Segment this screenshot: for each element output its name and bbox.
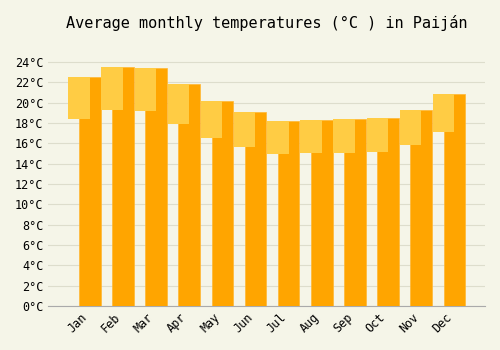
Bar xyxy=(212,101,233,306)
Bar xyxy=(366,118,388,152)
Bar xyxy=(168,84,189,124)
Bar xyxy=(311,120,332,306)
Bar xyxy=(267,121,288,154)
Bar xyxy=(410,110,432,306)
Bar xyxy=(344,119,366,306)
Bar xyxy=(433,94,454,132)
Bar xyxy=(134,68,156,111)
Bar xyxy=(400,110,421,145)
Bar xyxy=(244,112,266,306)
Bar xyxy=(378,118,399,306)
Bar xyxy=(234,112,256,147)
Bar xyxy=(201,101,222,138)
Bar xyxy=(334,119,355,153)
Bar xyxy=(79,77,100,306)
Title: Average monthly temperatures (°C ) in Paiján: Average monthly temperatures (°C ) in Pa… xyxy=(66,15,468,31)
Bar xyxy=(444,94,465,306)
Bar xyxy=(178,84,200,306)
Bar xyxy=(146,68,167,306)
Bar xyxy=(68,77,90,119)
Bar xyxy=(300,120,322,154)
Bar xyxy=(278,121,299,306)
Bar xyxy=(102,67,123,110)
Bar xyxy=(112,67,134,306)
